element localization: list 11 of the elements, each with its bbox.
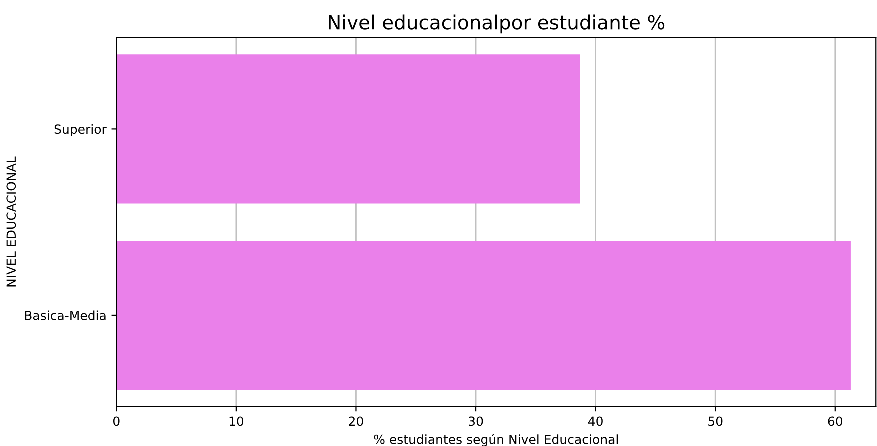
x-tick-label: 0: [113, 416, 120, 426]
y-axis-title: NIVEL EDUCACIONAL: [6, 156, 16, 287]
x-tick-label: 30: [469, 416, 484, 426]
x-tick-label: 60: [828, 416, 843, 426]
chart-title: Nivel educacionalpor estudiante %: [329, 14, 665, 34]
y-tick-label: Basica-Media: [25, 310, 106, 320]
x-tick-label: 10: [230, 416, 244, 426]
x-tick-label: 20: [349, 416, 364, 426]
x-tick-label: 50: [708, 416, 723, 426]
x-tick-label: 40: [588, 416, 603, 426]
y-tick-label: Superior: [54, 124, 107, 137]
